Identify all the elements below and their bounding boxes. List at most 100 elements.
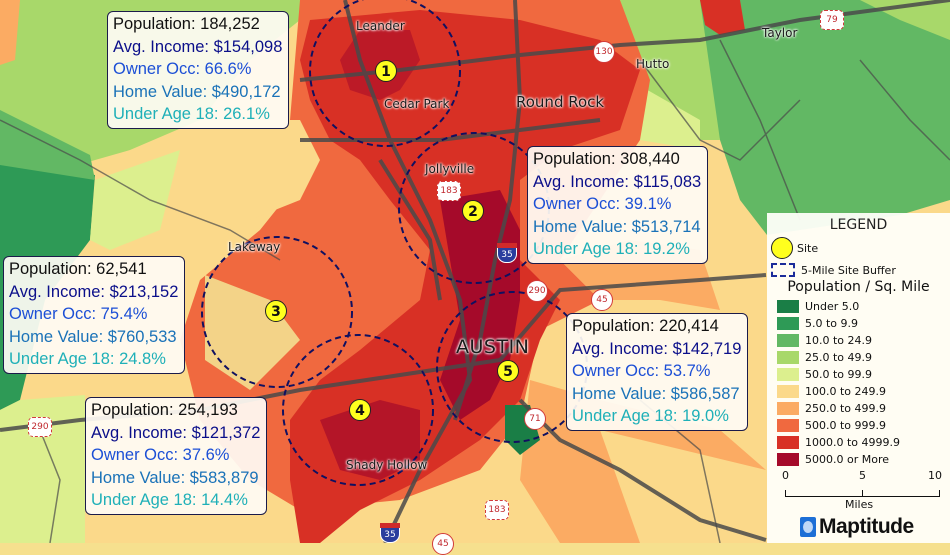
buffer-site-1 <box>309 0 461 147</box>
class-label: 25.0 to 49.9 <box>805 351 873 364</box>
legend-site-row: Site <box>771 237 818 259</box>
map-legend: LEGEND Site 5-Mile Site Buffer Populatio… <box>767 213 950 543</box>
scale-line <box>785 490 940 497</box>
under-18-value: Under Age 18: 24.8% <box>9 350 166 368</box>
home-value-value: Home Value: $490,172 <box>113 82 281 101</box>
avg-income-value: Avg. Income: $154,098 <box>113 37 283 56</box>
home-value-value: Home Value: $760,533 <box>9 327 177 346</box>
state-highway-290-shield-icon: 290 <box>526 280 548 302</box>
interstate-35-south-shield-icon: 35 <box>380 523 400 543</box>
owner-occ-value: Owner Occ: 37.6% <box>91 446 230 464</box>
population-value: Population: 308,440 <box>533 150 680 168</box>
interstate-35-shield-icon: 35 <box>497 243 517 263</box>
under-18-value: Under Age 18: 19.0% <box>572 407 729 425</box>
buffer-symbol-icon <box>771 263 795 277</box>
legend-buffer-row: 5-Mile Site Buffer <box>771 263 896 277</box>
site-marker-5[interactable]: 5 <box>497 360 519 382</box>
legend-class-row: 25.0 to 49.9 <box>777 351 872 364</box>
legend-site-label: Site <box>797 241 819 255</box>
under-18-value: Under Age 18: 14.4% <box>91 491 248 509</box>
swatch-icon <box>777 385 799 398</box>
scale-tick-0: 0 <box>782 469 789 482</box>
scale-tick-10: 10 <box>928 469 942 482</box>
legend-title: LEGEND <box>829 217 888 233</box>
owner-occ-value: Owner Occ: 39.1% <box>533 195 672 213</box>
population-value: Population: 184,252 <box>113 15 260 33</box>
home-value-value: Home Value: $513,714 <box>533 217 701 236</box>
site-symbol-icon <box>771 237 793 259</box>
region-5000-south <box>320 400 420 480</box>
place-label-taylor: Taylor <box>762 26 798 40</box>
site-5-stats-callout: Population: 220,414 Avg. Income: $142,71… <box>566 313 749 431</box>
class-label: 5000.0 or More <box>805 453 890 466</box>
class-label: 50.0 to 99.9 <box>805 368 873 381</box>
population-value: Population: 62,541 <box>9 260 147 278</box>
us-highway-79-shield-icon: 79 <box>820 10 844 30</box>
us-highway-290-shield-icon: 290 <box>28 417 52 437</box>
region-250-499-nw <box>0 0 20 65</box>
scale-unit: Miles <box>845 498 874 511</box>
region-100-249-lakeway <box>205 275 300 390</box>
buffer-site-3 <box>201 236 353 388</box>
legend-class-row: 5.0 to 9.9 <box>777 317 858 330</box>
state-highway-130-shield-icon: 130 <box>593 41 615 63</box>
legend-buffer-label: 5-Mile Site Buffer <box>801 263 896 277</box>
place-label-round-rock: Round Rock <box>516 93 605 111</box>
place-label-cedar-park: Cedar Park <box>384 97 450 111</box>
swatch-icon <box>777 351 799 364</box>
legend-class-row: 50.0 to 99.9 <box>777 368 872 381</box>
buffer-site-4 <box>282 334 434 486</box>
home-value-value: Home Value: $586,587 <box>572 384 740 403</box>
place-label-jollyville: Jollyville <box>425 162 475 176</box>
legend-class-row: 1000.0 to 4999.9 <box>777 436 900 449</box>
region-10-24 <box>0 110 95 180</box>
avg-income-value: Avg. Income: $121,372 <box>91 423 261 442</box>
site-marker-1[interactable]: 1 <box>375 60 397 82</box>
place-label-hutto: Hutto <box>636 57 670 71</box>
region-50-99 <box>90 150 180 250</box>
state-highway-71-shield-icon: 71 <box>524 408 546 430</box>
site-4-stats-callout: Population: 254,193 Avg. Income: $121,37… <box>85 397 268 515</box>
class-label: 1000.0 to 4999.9 <box>805 436 901 449</box>
under-18-value: Under Age 18: 26.1% <box>113 105 270 123</box>
swatch-icon <box>777 402 799 415</box>
minor-roads <box>0 39 950 543</box>
legend-class-row: 100.0 to 249.9 <box>777 385 886 398</box>
swatch-icon <box>777 436 799 449</box>
class-label: 10.0 to 24.9 <box>805 334 873 347</box>
home-value-value: Home Value: $583,879 <box>91 468 259 487</box>
place-label-leander: Leander <box>356 19 405 33</box>
legend-class-row: 5000.0 or More <box>777 453 889 466</box>
class-label: 5.0 to 9.9 <box>805 317 859 330</box>
maptitude-logo-icon <box>800 517 816 537</box>
swatch-icon <box>777 368 799 381</box>
region-50-99-sw <box>0 395 85 543</box>
swatch-icon <box>777 300 799 313</box>
owner-occ-value: Owner Occ: 66.6% <box>113 60 252 78</box>
state-highway-45-shield-icon: 45 <box>591 289 613 311</box>
swatch-icon <box>777 419 799 432</box>
us-highway-183-south-shield-icon: 183 <box>485 500 509 520</box>
us-highway-183-shield-icon: 183 <box>437 181 461 201</box>
class-label: 100.0 to 249.9 <box>805 385 887 398</box>
region-100-249-nw <box>220 120 320 220</box>
brand-name: Maptitude <box>819 515 914 538</box>
site-marker-4[interactable]: 4 <box>349 399 371 421</box>
class-label: 250.0 to 499.9 <box>805 402 887 415</box>
maptitude-brand: Maptitude <box>800 515 914 539</box>
site-2-stats-callout: Population: 308,440 Avg. Income: $115,08… <box>527 146 709 264</box>
region-10-24-east <box>690 0 950 235</box>
legend-theme-title: Population / Sq. Mile <box>787 279 930 295</box>
region-100-249-se <box>600 430 766 543</box>
site-marker-3[interactable]: 3 <box>265 300 287 322</box>
avg-income-value: Avg. Income: $115,083 <box>533 172 702 191</box>
site-marker-2[interactable]: 2 <box>462 200 484 222</box>
highway-network <box>0 0 950 543</box>
scale-bar: 0 5 10 Miles <box>775 469 942 511</box>
avg-income-value: Avg. Income: $213,152 <box>9 282 179 301</box>
place-label-shady-hollow: Shady Hollow <box>346 458 428 472</box>
legend-class-row: 250.0 to 499.9 <box>777 402 886 415</box>
under-18-value: Under Age 18: 19.2% <box>533 240 690 258</box>
legend-class-row: Under 5.0 <box>777 300 859 313</box>
place-label-lakeway: Lakeway <box>228 240 281 254</box>
